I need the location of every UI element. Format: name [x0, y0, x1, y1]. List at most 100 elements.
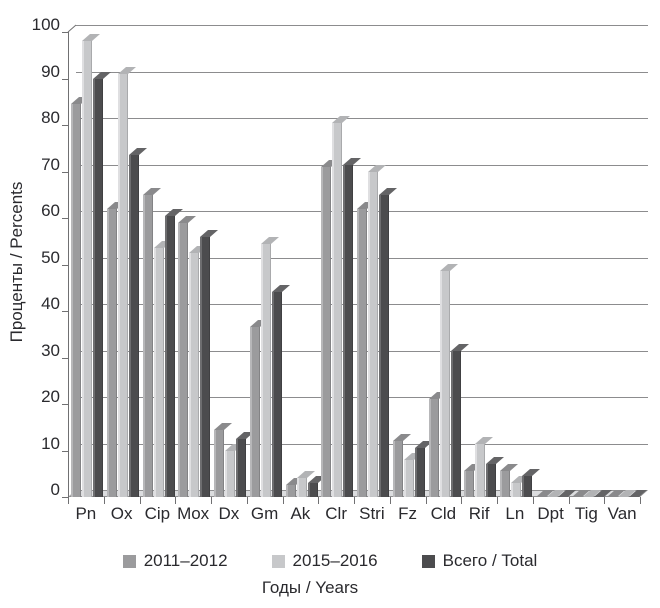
x-axis-tick: [68, 497, 69, 504]
bar: [271, 292, 282, 497]
bar-top-face: [486, 457, 505, 465]
y-axis-tick: [62, 32, 69, 33]
bar: [522, 476, 532, 497]
bar-top-face: [343, 157, 362, 165]
y-tick-label: 50: [41, 247, 60, 267]
x-axis-tick: [497, 497, 498, 504]
y-axis-tick: [62, 357, 69, 359]
x-category-label: Dx: [218, 504, 240, 523]
bar: [379, 194, 389, 497]
bar: [486, 464, 497, 497]
bar: [439, 271, 450, 497]
gridline: [76, 25, 648, 26]
bar: [260, 243, 271, 497]
x-category-label: Dpt: [537, 504, 564, 523]
bar: [164, 215, 175, 497]
x-axis-tick: [103, 497, 105, 504]
y-tick-label: 100: [31, 15, 60, 34]
bar-top-face: [368, 164, 387, 172]
x-category-label: Ak: [290, 504, 311, 523]
axis-top-connector: [67, 24, 77, 33]
legend-swatch: [421, 554, 435, 568]
legend-label: Всего / Total: [442, 551, 538, 570]
bar: [403, 459, 414, 497]
y-tick-label: 90: [41, 61, 60, 81]
bar: [200, 236, 211, 497]
x-category-label: Tig: [574, 504, 598, 523]
legend-swatch: [122, 554, 136, 568]
x-axis-tick: [318, 497, 320, 504]
bar: [82, 41, 93, 497]
bar: [106, 208, 117, 497]
x-category-label: Stri: [359, 504, 385, 523]
y-axis-tick: [62, 264, 69, 266]
x-axis-tick: [246, 497, 248, 504]
bar: [285, 485, 296, 497]
y-axis-tick: [62, 171, 69, 173]
bar: [307, 483, 318, 497]
bar-top-face: [117, 66, 136, 74]
bar: [117, 73, 128, 497]
bar: [428, 399, 439, 497]
x-axis-tick: [604, 497, 606, 504]
y-tick-label: 30: [41, 340, 60, 360]
bar: [343, 164, 354, 497]
bar: [189, 252, 200, 497]
y-axis-tick: [62, 311, 69, 312]
bar: [71, 104, 82, 497]
bar-top-face: [332, 115, 351, 123]
legend-item: Всего / Total: [421, 551, 538, 571]
y-tick-label: 20: [41, 387, 60, 406]
bar: [357, 208, 368, 497]
x-category-label: Fz: [398, 504, 418, 523]
bar: [178, 222, 189, 497]
bar-top-face: [93, 71, 111, 79]
bar-top-face: [450, 343, 469, 351]
x-category-label: Clr: [325, 504, 347, 523]
bar-top-face: [164, 208, 183, 216]
y-tick-label: 10: [41, 433, 60, 453]
bar: [464, 471, 475, 497]
bar: [392, 441, 403, 497]
bar: [296, 478, 307, 497]
x-category-label: Pn: [75, 504, 97, 523]
x-axis-tick: [425, 497, 427, 504]
x-category-label: Gm: [250, 504, 279, 523]
x-category-label: Cld: [430, 504, 457, 523]
x-axis-tick: [211, 497, 212, 504]
y-axis-tick: [62, 218, 69, 219]
bar: [236, 438, 246, 497]
bar-top-face: [439, 264, 458, 272]
gridline: [76, 164, 648, 166]
bar: [450, 350, 461, 497]
x-axis-tick: [139, 497, 141, 504]
y-tick-label: 80: [41, 108, 60, 127]
bar-top-face: [142, 187, 161, 195]
gridline: [76, 71, 648, 73]
bar: [500, 471, 511, 497]
x-category-label: Mox: [177, 504, 210, 523]
x-category-label: Ln: [505, 504, 525, 523]
bar-top-face: [178, 215, 197, 223]
bar: [214, 429, 225, 497]
bar-top-face: [500, 464, 519, 472]
bar: [128, 155, 139, 497]
x-axis-tick: [532, 497, 534, 504]
x-category-label: Ox: [110, 504, 133, 523]
x-axis-tick: [389, 497, 391, 504]
y-tick-label: 70: [41, 154, 60, 174]
y-axis-tick: [62, 125, 69, 126]
bar: [93, 78, 103, 497]
legend-item: 2011–2012: [122, 551, 228, 571]
x-axis-tick: [568, 497, 570, 504]
bar: [225, 450, 236, 497]
y-axis-tick: [62, 404, 69, 405]
bar: [321, 166, 332, 497]
bar-top-face: [475, 436, 494, 444]
bar: [511, 483, 522, 497]
x-category-label: Rif: [468, 504, 490, 523]
legend-swatch: [271, 554, 285, 568]
gridline: [76, 118, 648, 119]
